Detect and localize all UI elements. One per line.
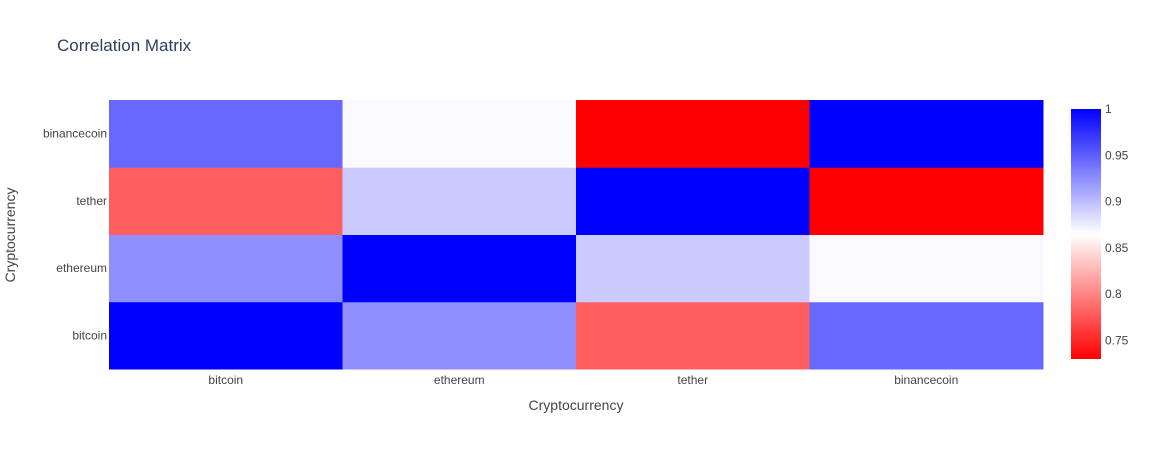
x-tick-label: tether xyxy=(677,373,708,387)
heatmap-cell-ethereum-tether xyxy=(576,234,810,303)
y-axis-tick-labels: bitcoin ethereum tether binancecoin xyxy=(43,127,107,343)
x-tick-label: ethereum xyxy=(434,373,485,387)
x-tick-label: binancecoin xyxy=(894,373,958,387)
y-tick-label: ethereum xyxy=(56,261,107,275)
heatmap-cells xyxy=(109,100,1044,370)
colorbar-tick-label: 0.85 xyxy=(1105,241,1129,255)
heatmap-cell-ethereum-ethereum xyxy=(342,234,577,303)
chart-title: Correlation Matrix xyxy=(57,36,192,55)
x-tick-label: bitcoin xyxy=(208,373,243,387)
heatmap-cell-bitcoin-ethereum xyxy=(342,301,577,370)
y-tick-label: binancecoin xyxy=(43,127,107,141)
heatmap-cell-tether-ethereum xyxy=(342,167,577,235)
heatmap-cell-bitcoin-binancecoin xyxy=(809,301,1044,370)
colorbar-tick-label: 0.9 xyxy=(1105,195,1122,209)
colorbar-tick-label: 0.8 xyxy=(1105,287,1122,301)
heatmap-cell-ethereum-binancecoin xyxy=(809,234,1044,303)
y-tick-label: bitcoin xyxy=(72,328,107,342)
heatmap-cell-ethereum-bitcoin xyxy=(109,234,343,303)
y-tick-label: tether xyxy=(76,194,107,208)
x-axis-tick-labels: bitcoin ethereum tether binancecoin xyxy=(208,373,958,387)
colorbar-tick-label: 0.75 xyxy=(1105,333,1129,347)
colorbar xyxy=(1071,109,1101,359)
heatmap-cell-binancecoin-ethereum xyxy=(342,100,577,168)
colorbar-tick-labels: 0.75 0.8 0.85 0.9 0.95 1 xyxy=(1105,102,1129,347)
heatmap-cell-tether-tether xyxy=(576,167,810,235)
heatmap-cell-tether-binancecoin xyxy=(809,167,1044,235)
heatmap-cell-binancecoin-bitcoin xyxy=(109,100,343,168)
heatmap-cell-bitcoin-tether xyxy=(576,301,810,370)
x-axis-title: Cryptocurrency xyxy=(529,397,624,413)
colorbar-tick-label: 0.95 xyxy=(1105,148,1129,162)
heatmap-cell-bitcoin-bitcoin xyxy=(109,301,343,370)
colorbar-tick-label: 1 xyxy=(1105,102,1112,116)
y-axis-title: Cryptocurrency xyxy=(2,188,18,283)
heatmap-cell-tether-bitcoin xyxy=(109,167,343,235)
heatmap-cell-binancecoin-tether xyxy=(576,100,810,168)
heatmap-cell-binancecoin-binancecoin xyxy=(809,100,1044,168)
